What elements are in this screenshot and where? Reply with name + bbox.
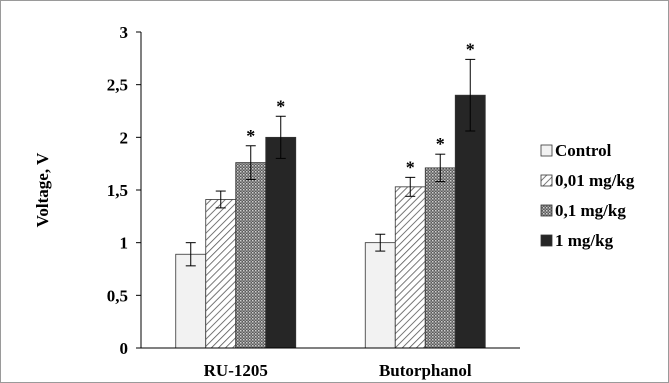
bar bbox=[235, 162, 267, 349]
significance-marker: * bbox=[406, 157, 415, 177]
y-tick-label: 0,5 bbox=[107, 286, 128, 305]
significance-marker: * bbox=[466, 39, 475, 59]
x-axis: RU-1205 Butorphanol bbox=[141, 347, 520, 380]
y-tick-label: 2,5 bbox=[107, 76, 128, 95]
y-tick-label: 3 bbox=[120, 23, 129, 42]
bar bbox=[175, 253, 207, 349]
bar bbox=[454, 94, 486, 349]
legend-swatch bbox=[540, 234, 553, 247]
legend-swatch bbox=[540, 174, 553, 187]
legend-label: Control bbox=[555, 141, 612, 160]
y-tick-label: 0 bbox=[120, 339, 129, 358]
significance-marker: * bbox=[436, 134, 445, 154]
x-tick-label: Butorphanol bbox=[379, 361, 472, 380]
legend: Control 0,01 mg/kg 0,1 mg/kg 1 mg/kg bbox=[540, 141, 635, 250]
bar bbox=[205, 199, 237, 349]
legend-label: 0,1 mg/kg bbox=[555, 201, 626, 220]
bar bbox=[364, 242, 396, 349]
legend-swatch bbox=[540, 204, 553, 217]
x-tick-label: RU-1205 bbox=[204, 361, 268, 380]
significance-marker: * bbox=[246, 126, 255, 146]
y-axis-label: Voltage, V bbox=[33, 152, 52, 227]
significance-marker: * bbox=[276, 96, 285, 116]
legend-label: 1 mg/kg bbox=[555, 231, 614, 250]
y-axis: 0 0,5 1 1,5 2 2,5 3 bbox=[107, 23, 142, 358]
y-tick-label: 2 bbox=[120, 128, 129, 147]
legend-swatch bbox=[540, 144, 553, 157]
bar bbox=[394, 186, 426, 349]
legend-label: 0,01 mg/kg bbox=[555, 171, 635, 190]
y-tick-label: 1 bbox=[120, 234, 129, 253]
bar bbox=[265, 136, 297, 349]
bars-group: * * * * * bbox=[175, 39, 486, 349]
y-tick-label: 1,5 bbox=[107, 181, 128, 200]
bar bbox=[424, 167, 456, 349]
